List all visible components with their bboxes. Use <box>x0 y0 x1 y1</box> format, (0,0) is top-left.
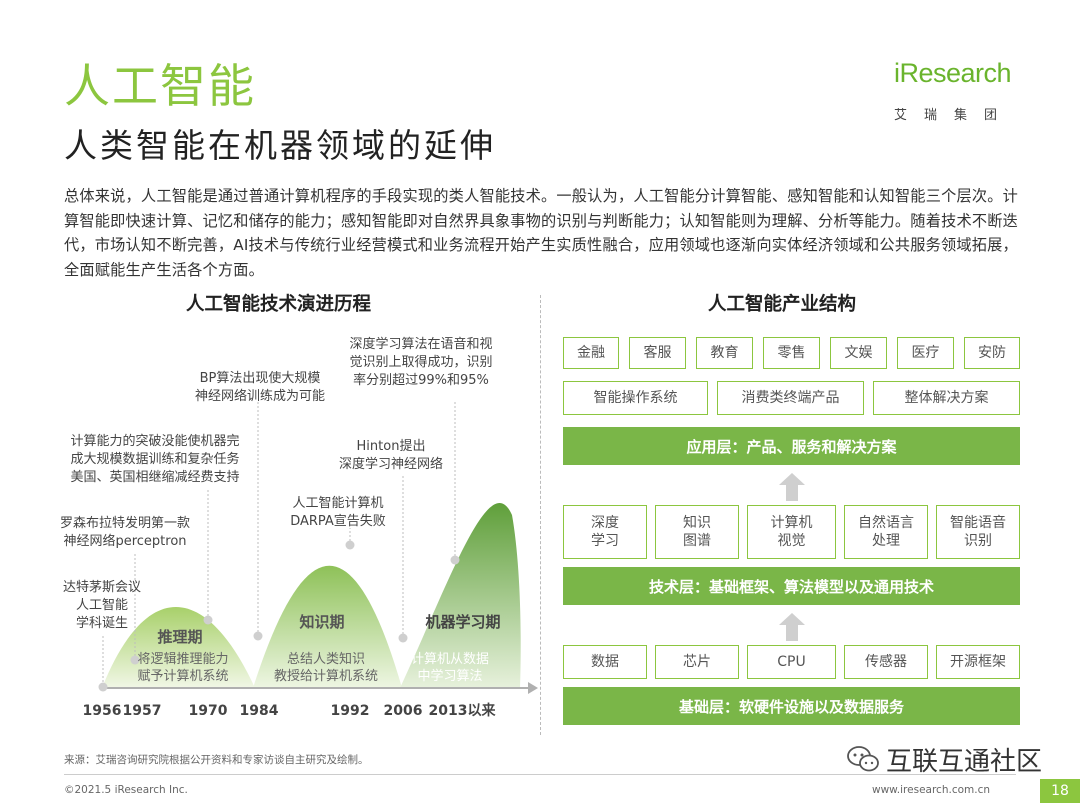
logo-chinese-text: 艾瑞集团 <box>894 108 1015 123</box>
app-item-medical: 医疗 <box>897 337 954 369</box>
source-note: 来源：艾瑞咨询研究院根据公开资料和专家访谈自主研究及绘制。 <box>64 754 369 766</box>
app-item-entertainment: 文娱 <box>830 337 887 369</box>
event-label: 深度学习神经网络 <box>339 456 443 472</box>
phase-desc: 赋予计算机系统 <box>137 669 228 684</box>
year-label: 1970 <box>189 703 228 719</box>
phase-name: 知识期 <box>299 613 344 631</box>
event-label: 成大规模数据训练和复杂任务 <box>70 451 239 467</box>
app-item-service: 客服 <box>629 337 686 369</box>
logo-brand-text: iResearch <box>894 58 1012 88</box>
phase-desc: 总结人类知识 <box>287 651 365 667</box>
app-item-consumer-devices: 消费类终端产品 <box>717 381 864 415</box>
tech-item-nlp: 自然语言 处理 <box>844 505 928 559</box>
year-label: 2013以来 <box>429 703 497 719</box>
app-item-finance: 金融 <box>563 337 619 369</box>
event-label: 神经网络训练成为可能 <box>195 388 325 404</box>
tech-item-knowledge-graph: 知识 图谱 <box>655 505 739 559</box>
technology-layer-bar: 技术层：基础框架、算法模型以及通用技术 <box>563 567 1020 605</box>
intro-paragraph: 总体来说，人工智能是通过普通计算机程序的手段实现的类人智能技术。一般认为，人工智… <box>64 187 1019 279</box>
phase-desc: 教授给计算机系统 <box>274 668 378 684</box>
phase-desc: 计算机从数据 <box>411 652 489 667</box>
page-subtitle: 人类智能在机器领域的延伸 <box>64 126 496 165</box>
page-title: 人工智能 <box>64 59 256 113</box>
event-dot <box>253 631 263 641</box>
phase-knowledge-hill <box>253 565 402 688</box>
year-label: 1956 <box>83 703 122 719</box>
event-label: 学科诞生 <box>76 615 128 631</box>
up-arrow-icon <box>779 613 805 641</box>
event-label: DARPA宣告失败 <box>290 513 386 529</box>
event-label: 深度学习算法在语音和视 <box>349 336 492 352</box>
tech-item-computer-vision: 计算机 视觉 <box>747 505 836 559</box>
event-dot <box>130 655 140 665</box>
footer-divider <box>64 774 1016 775</box>
copyright-text: ©2021.5 iResearch Inc. <box>64 784 188 796</box>
event-dot <box>450 555 460 565</box>
event-label: 率分别超过99%和95% <box>353 372 489 388</box>
phase-reasoning-hill <box>102 607 255 688</box>
page-number: 18 <box>1040 779 1080 803</box>
phase-desc: 中学习算法 <box>417 668 482 684</box>
base-item-sensor: 传感器 <box>844 645 928 679</box>
phase-ml-hill <box>400 502 521 688</box>
up-arrow-icon <box>779 473 805 501</box>
base-item-cpu: CPU <box>747 645 836 679</box>
time-axis-arrow <box>528 682 538 694</box>
app-item-retail: 零售 <box>763 337 820 369</box>
evolution-timeline-diagram: 推理期 知识期 机器学习期 将逻辑推理能力 赋予计算机系统 总结人类知识 教授给… <box>60 336 538 719</box>
tech-item-speech-recognition: 智能语音 识别 <box>936 505 1020 559</box>
website-link[interactable]: www.iresearch.com.cn <box>872 784 991 796</box>
year-label: 1957 <box>123 703 162 719</box>
base-layer-bar: 基础层：软硬件设施以及数据服务 <box>563 687 1020 725</box>
event-label: 人工智能计算机 <box>292 496 383 511</box>
section-divider <box>540 295 541 735</box>
app-item-os: 智能操作系统 <box>563 381 708 415</box>
event-label: 达特茅斯会议 <box>63 580 141 595</box>
event-label: 美国、英国相继缩减经费支持 <box>70 469 239 485</box>
year-label: 1984 <box>240 703 279 719</box>
base-item-chip: 芯片 <box>655 645 739 679</box>
year-label: 1992 <box>331 703 370 719</box>
event-label: 罗森布拉特发明第一款 <box>60 515 190 531</box>
tech-item-deep-learning: 深度 学习 <box>563 505 647 559</box>
iresearch-logo: iResearch 艾瑞集团 <box>888 58 1028 128</box>
event-label: 人工智能 <box>76 598 128 613</box>
event-label: 神经网络perceptron <box>63 533 186 549</box>
base-item-data: 数据 <box>563 645 647 679</box>
event-dot <box>203 615 213 625</box>
event-dot <box>398 633 408 643</box>
phase-desc: 将逻辑推理能力 <box>137 652 228 667</box>
timeline-heading: 人工智能技术演进历程 <box>186 294 372 315</box>
year-label: 2006 <box>384 703 423 719</box>
event-label: BP算法出现使大规模 <box>200 370 321 386</box>
app-item-education: 教育 <box>696 337 753 369</box>
event-label: 计算能力的突破没能使机器完 <box>70 433 239 449</box>
phase-name: 推理期 <box>157 628 202 646</box>
base-item-open-source-framework: 开源框架 <box>936 645 1020 679</box>
event-label: 觉识别上取得成功，识别 <box>349 354 492 370</box>
structure-heading: 人工智能产业结构 <box>708 294 857 315</box>
watermark: 互联互通社区 <box>846 741 1042 777</box>
event-dot <box>98 682 108 692</box>
app-item-solutions: 整体解决方案 <box>873 381 1020 415</box>
chat-bubbles-icon <box>847 746 879 772</box>
watermark-text: 互联互通社区 <box>886 746 1043 777</box>
app-item-security: 安防 <box>964 337 1020 369</box>
event-dot <box>345 540 355 550</box>
event-label: Hinton提出 <box>357 438 426 454</box>
application-layer-bar: 应用层：产品、服务和解决方案 <box>563 427 1020 465</box>
phase-name: 机器学习期 <box>425 613 500 631</box>
